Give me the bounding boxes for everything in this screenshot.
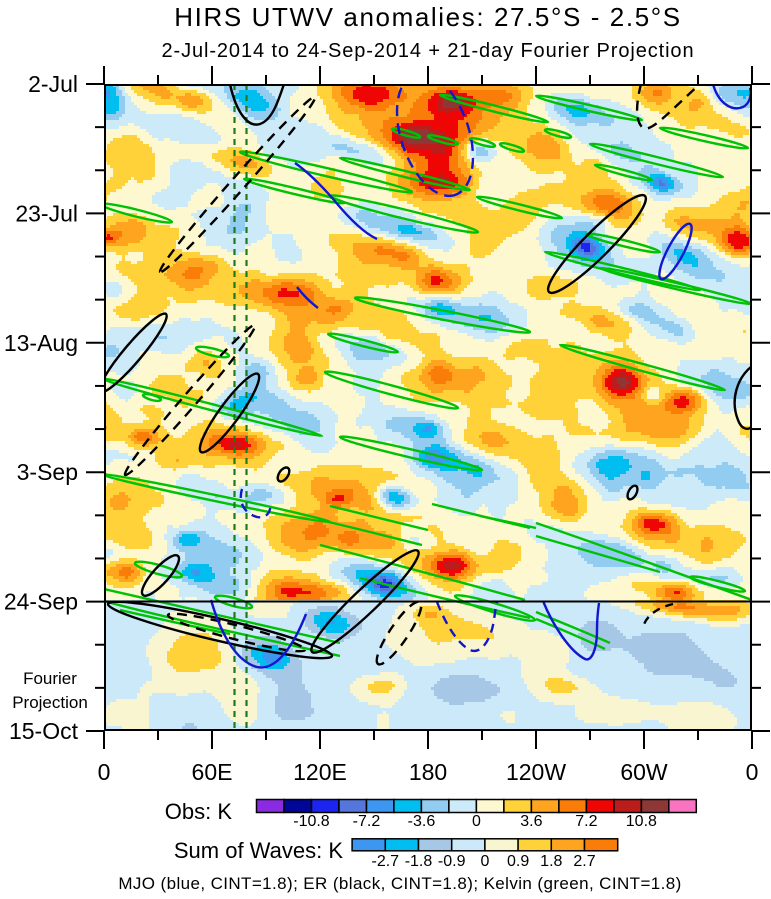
svg-text:Sum of Waves: K: Sum of Waves: K bbox=[174, 838, 343, 863]
svg-text:-10.8: -10.8 bbox=[293, 813, 330, 830]
svg-text:MJO (blue, CINT=1.8); ER (blac: MJO (blue, CINT=1.8); ER (black, CINT=1.… bbox=[118, 874, 681, 893]
svg-text:Projection: Projection bbox=[12, 693, 88, 712]
svg-text:-3.6: -3.6 bbox=[408, 813, 436, 830]
svg-text:-2.7: -2.7 bbox=[372, 853, 400, 870]
svg-text:0: 0 bbox=[98, 759, 111, 785]
svg-text:3-Sep: 3-Sep bbox=[17, 459, 78, 485]
svg-text:2.7: 2.7 bbox=[573, 853, 595, 870]
svg-text:23-Jul: 23-Jul bbox=[15, 200, 78, 226]
svg-text:10.8: 10.8 bbox=[626, 813, 657, 830]
svg-text:1.8: 1.8 bbox=[540, 853, 562, 870]
svg-text:120E: 120E bbox=[293, 759, 347, 785]
svg-text:15-Oct: 15-Oct bbox=[9, 718, 79, 744]
svg-text:-1.8: -1.8 bbox=[405, 853, 433, 870]
svg-text:0: 0 bbox=[480, 853, 489, 870]
svg-text:3.6: 3.6 bbox=[520, 813, 542, 830]
svg-text:0.9: 0.9 bbox=[507, 853, 529, 870]
svg-text:120W: 120W bbox=[506, 759, 566, 785]
svg-text:Obs: K: Obs: K bbox=[165, 799, 233, 824]
svg-text:60W: 60W bbox=[620, 759, 668, 785]
svg-text:2-Jul: 2-Jul bbox=[28, 71, 78, 97]
svg-text:24-Sep: 24-Sep bbox=[4, 589, 78, 615]
svg-text:0: 0 bbox=[746, 759, 759, 785]
svg-text:60E: 60E bbox=[192, 759, 233, 785]
svg-text:180: 180 bbox=[409, 759, 447, 785]
svg-text:13-Aug: 13-Aug bbox=[4, 330, 78, 356]
svg-text:-0.9: -0.9 bbox=[438, 853, 466, 870]
svg-text:0: 0 bbox=[472, 813, 481, 830]
svg-text:7.2: 7.2 bbox=[575, 813, 597, 830]
svg-text:-7.2: -7.2 bbox=[353, 813, 381, 830]
svg-text:Fourier: Fourier bbox=[23, 669, 77, 688]
